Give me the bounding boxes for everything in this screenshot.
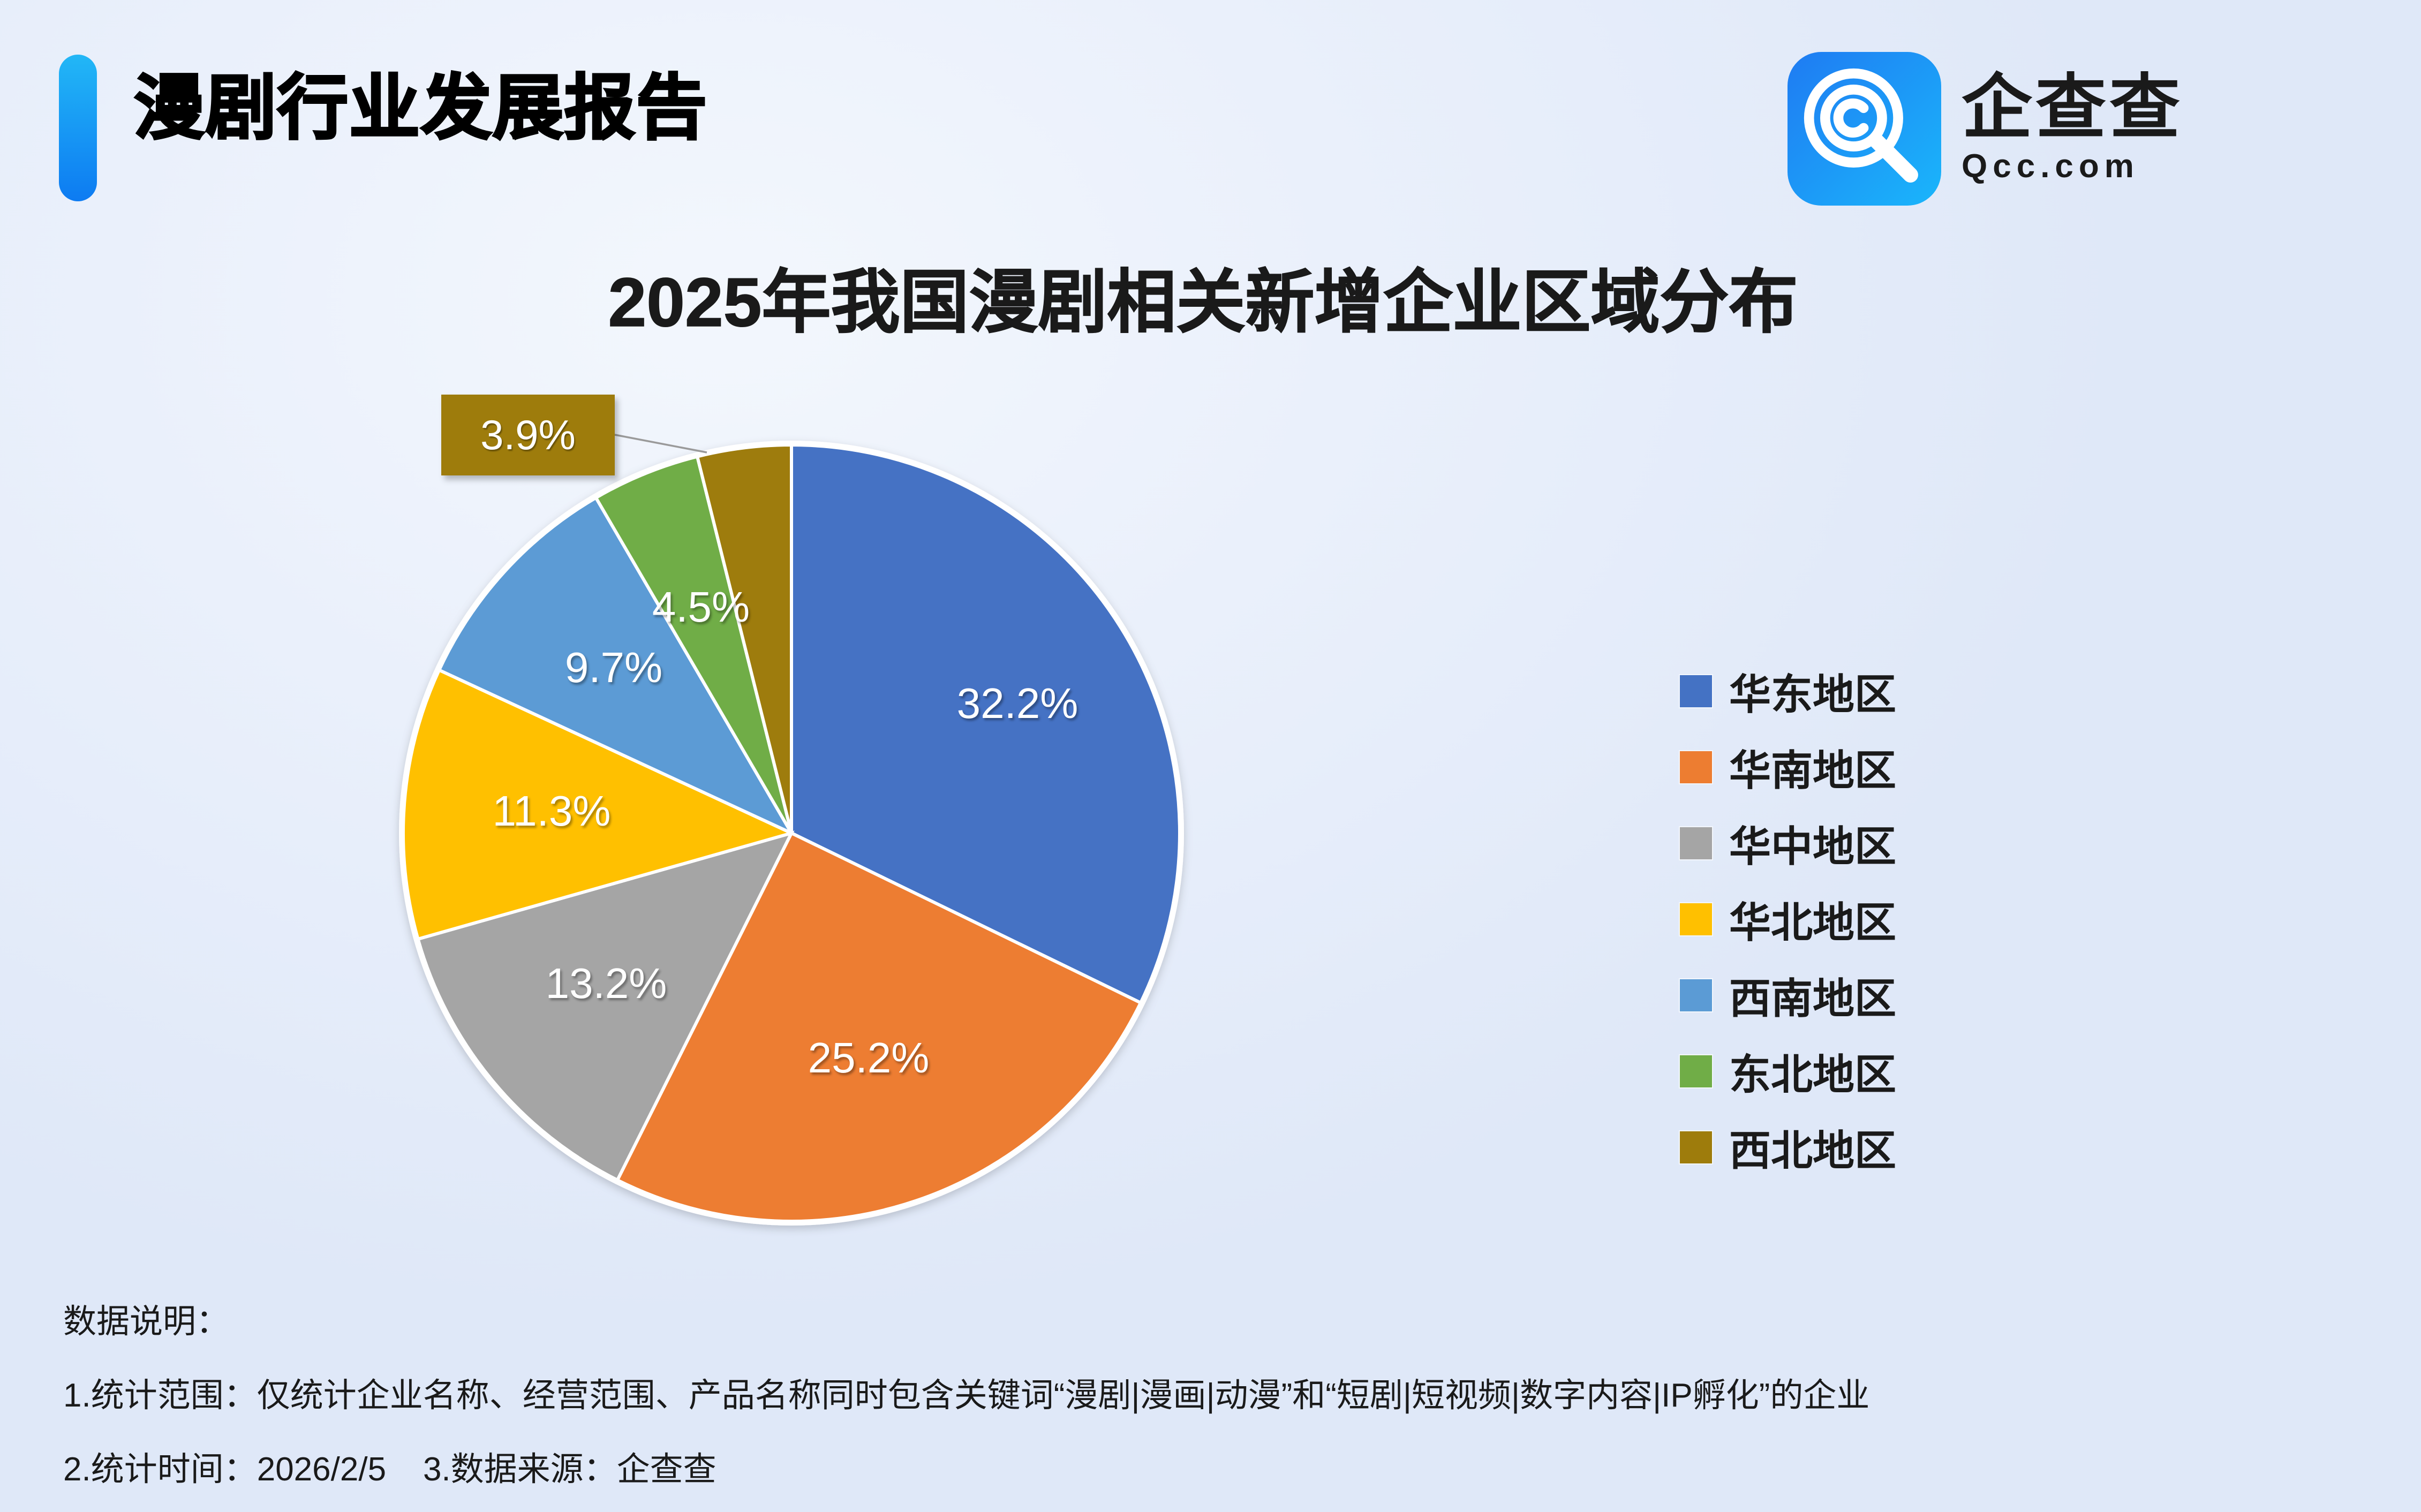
svg-text:4.5%: 4.5% (652, 583, 750, 631)
svg-text:25.2%: 25.2% (808, 1034, 930, 1082)
svg-text:9.7%: 9.7% (565, 644, 662, 691)
svg-text:32.2%: 32.2% (957, 679, 1078, 727)
svg-text:11.3%: 11.3% (493, 787, 611, 835)
svg-text:13.2%: 13.2% (546, 959, 667, 1007)
